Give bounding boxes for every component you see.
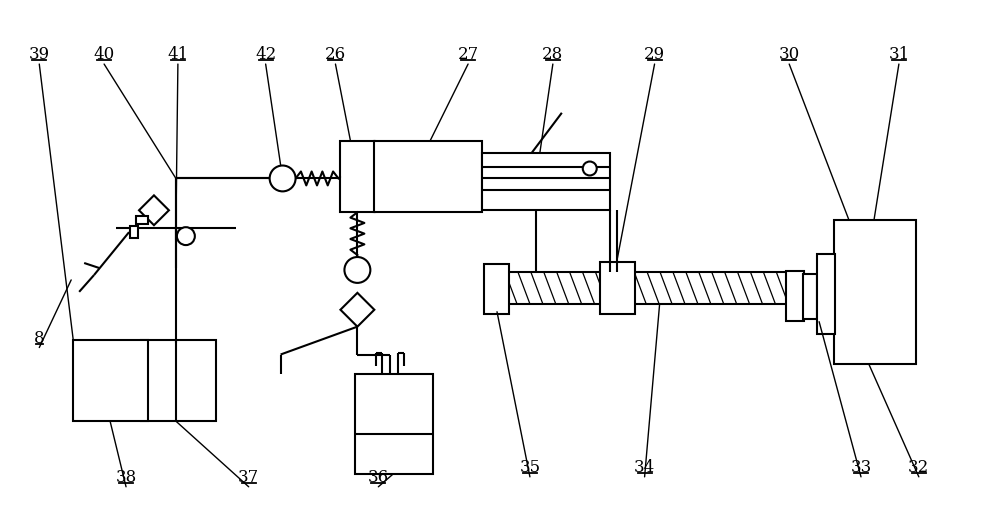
Text: 33: 33 [850,459,872,476]
Text: 32: 32 [908,459,929,476]
Text: 8: 8 [34,329,45,347]
Bar [136,216,148,224]
Text: 38: 38 [115,469,137,486]
Bar [600,262,635,314]
Bar [130,226,138,238]
Bar [73,339,148,421]
Bar [505,272,789,304]
Bar [355,374,433,474]
Text: 31: 31 [888,46,910,63]
Circle shape [177,227,195,245]
Bar [786,271,804,321]
Text: 41: 41 [167,46,189,63]
Bar [374,141,482,212]
Bar [141,339,216,421]
Bar [340,141,375,212]
Bar [484,264,509,314]
Text: 30: 30 [779,46,800,63]
Bar [803,274,817,319]
Text: 28: 28 [542,46,563,63]
Circle shape [344,257,370,283]
Text: 36: 36 [368,469,389,486]
Polygon shape [139,196,169,225]
Text: 39: 39 [29,46,50,63]
Polygon shape [340,293,374,327]
Text: 29: 29 [644,46,665,63]
Text: 34: 34 [634,459,655,476]
Text: 27: 27 [457,46,479,63]
Circle shape [583,162,597,175]
Text: 37: 37 [238,469,259,486]
Text: 26: 26 [325,46,346,63]
Text: 35: 35 [519,459,540,476]
Bar [817,254,835,334]
Bar [482,153,610,210]
Text: 42: 42 [255,46,276,63]
Text: 40: 40 [93,46,115,63]
Circle shape [270,165,296,191]
Bar [834,220,916,365]
